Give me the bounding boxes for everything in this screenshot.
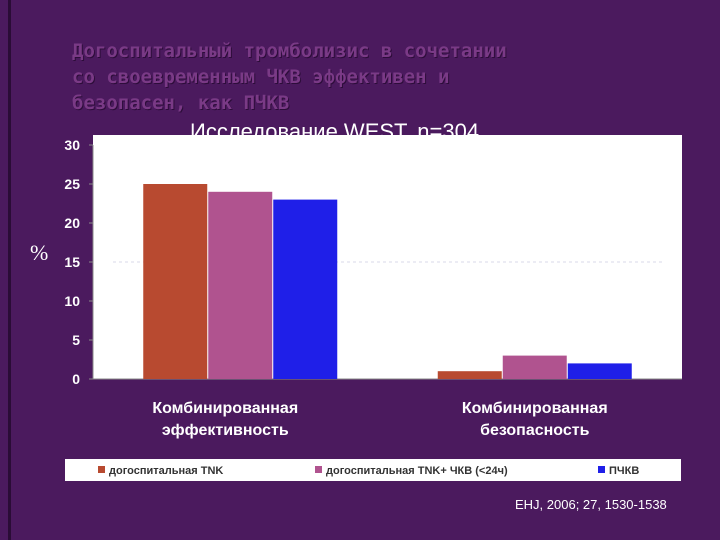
bar [273, 200, 337, 379]
legend-swatch [598, 466, 605, 473]
data-label: 1 [466, 346, 474, 363]
bar [143, 184, 207, 379]
x-category-label: Комбинированная [152, 400, 298, 417]
bar [208, 192, 272, 379]
data-label: 2 [598, 338, 606, 355]
legend-swatch [98, 466, 105, 473]
citation: EHJ, 2006; 27, 1530-1538 [515, 497, 667, 512]
y-tick-label: 30 [64, 137, 80, 153]
data-label: 23 [297, 171, 314, 188]
bar [438, 371, 502, 379]
y-tick-label: 0 [72, 371, 80, 387]
legend-label: догоспитальная TNK [109, 465, 223, 477]
x-category-label: эффективность [162, 422, 289, 439]
legend-label: ПЧКВ [609, 465, 639, 477]
legend-swatch [315, 466, 322, 473]
data-label: 25 [164, 156, 181, 173]
bar [503, 356, 567, 379]
y-tick-label: 25 [64, 176, 80, 192]
data-label: 3 [534, 324, 542, 341]
y-tick-label: 10 [64, 293, 80, 309]
data-label: 24 [232, 171, 249, 188]
x-category-label: безопасность [480, 422, 590, 439]
y-tick-label: 20 [64, 215, 80, 231]
legend-label: догоспитальная TNK+ ЧКВ (<24ч) [326, 465, 508, 477]
y-tick-label: 5 [72, 332, 80, 348]
y-tick-label: 15 [64, 254, 80, 270]
bar [568, 363, 632, 379]
x-category-label: Комбинированная [462, 400, 608, 417]
